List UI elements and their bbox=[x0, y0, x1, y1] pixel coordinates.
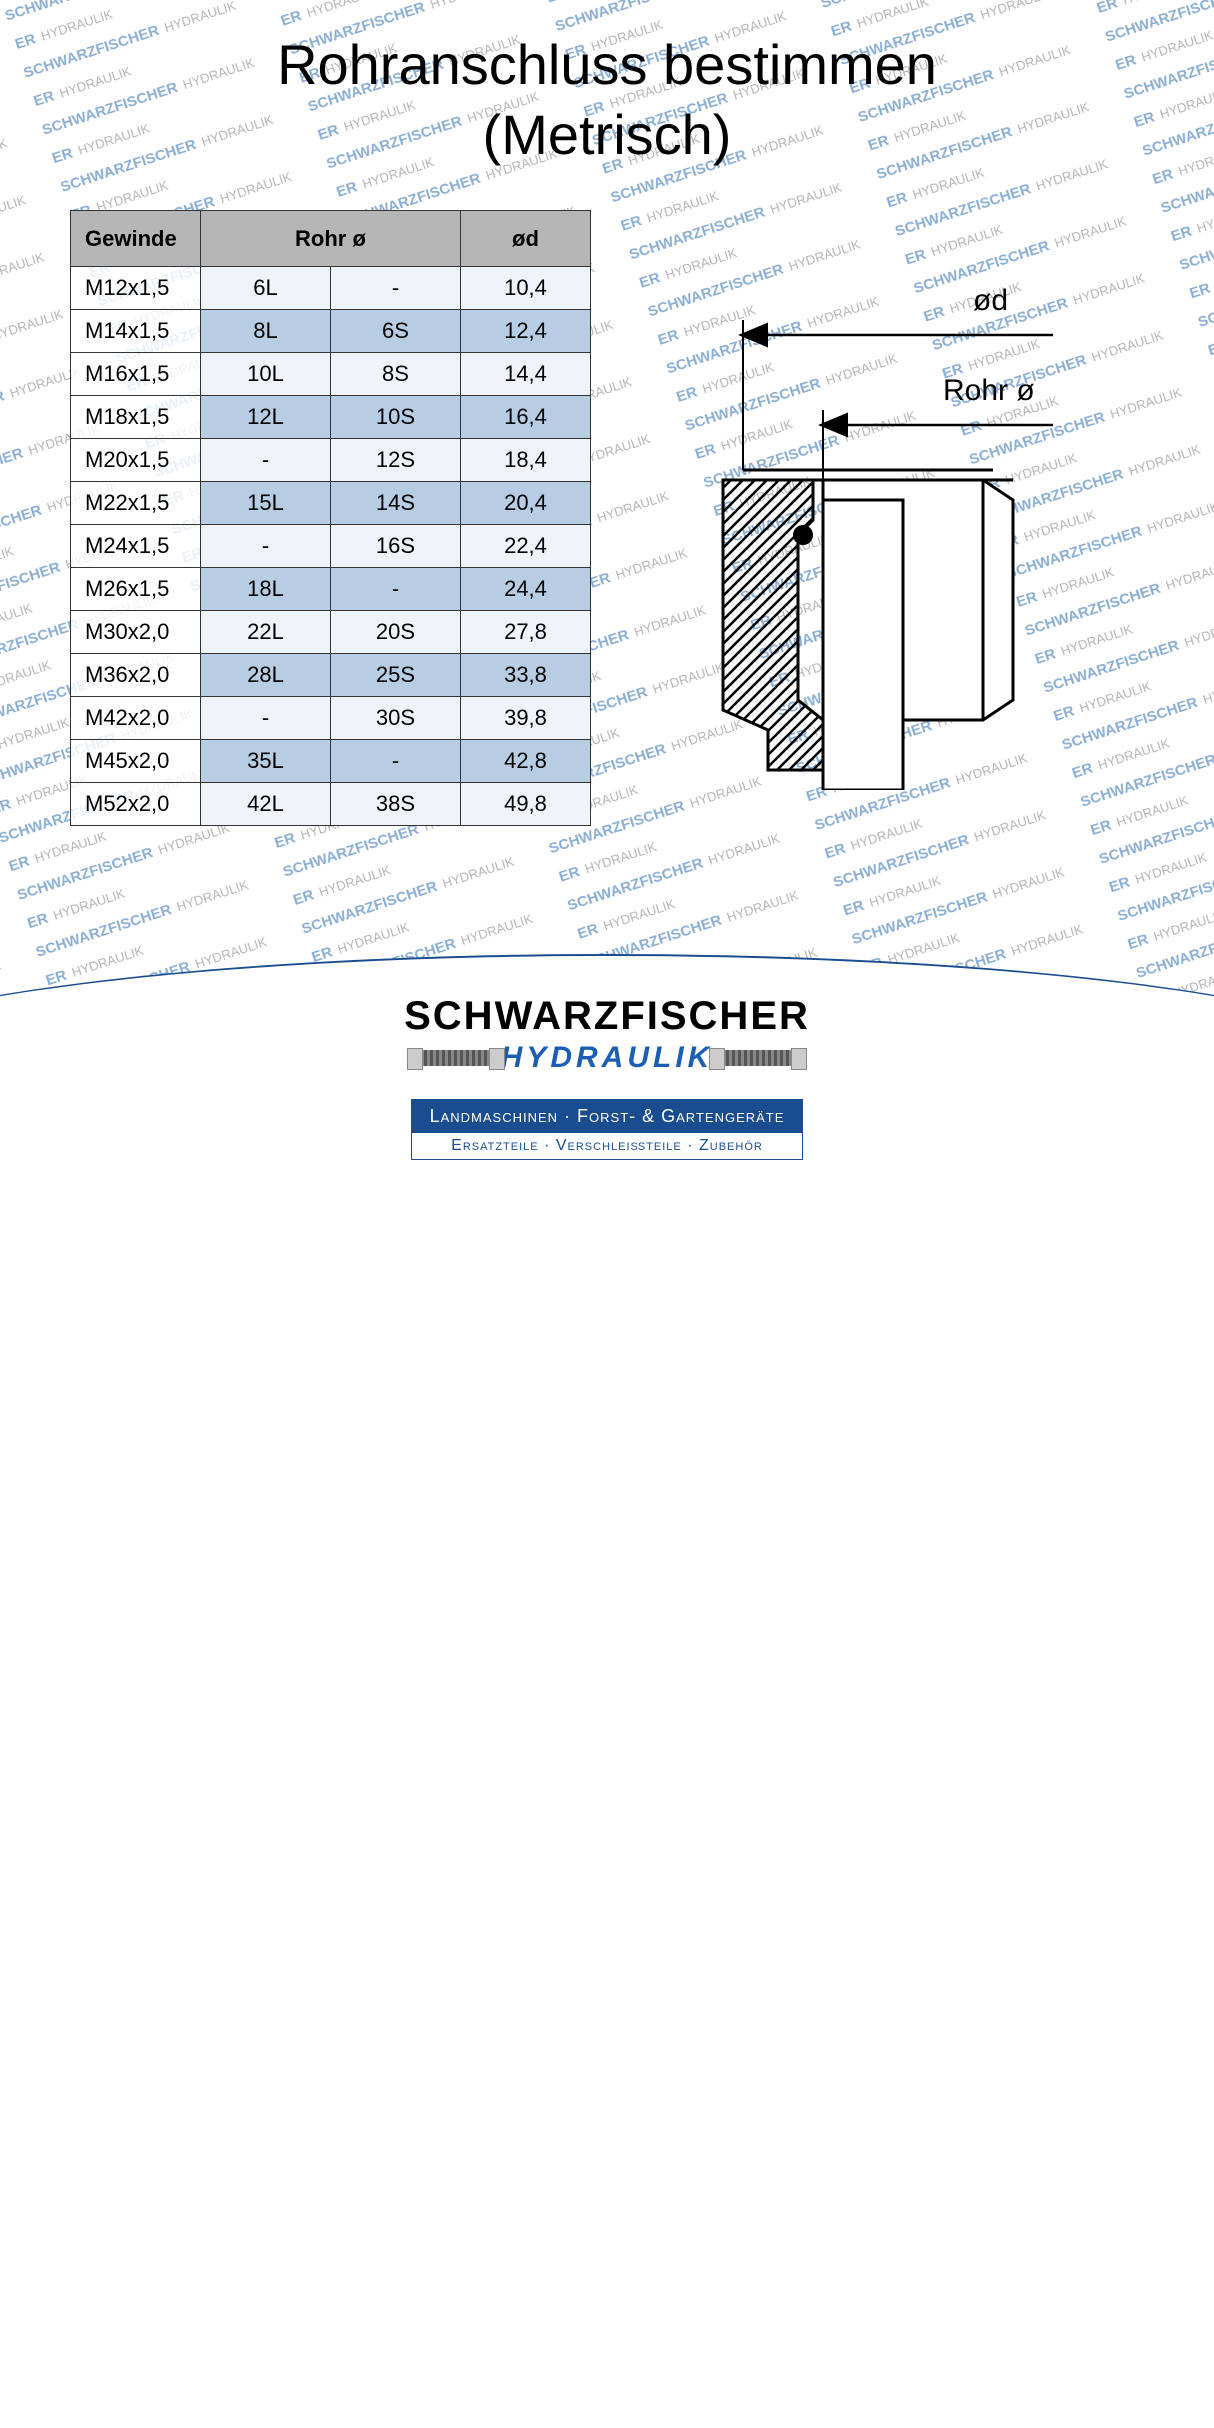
cell: 8L bbox=[201, 310, 331, 353]
hose-icon bbox=[723, 1050, 793, 1066]
cell: 20S bbox=[331, 611, 461, 654]
cell: - bbox=[201, 439, 331, 482]
cell: 6S bbox=[331, 310, 461, 353]
cell: 18L bbox=[201, 568, 331, 611]
cell: 22L bbox=[201, 611, 331, 654]
title-line2: (Metrisch) bbox=[483, 103, 732, 166]
table-row: M42x2,0-30S39,8 bbox=[71, 697, 591, 740]
cell: - bbox=[201, 697, 331, 740]
cell: M45x2,0 bbox=[71, 740, 201, 783]
cell: M18x1,5 bbox=[71, 396, 201, 439]
label-od: ød bbox=[973, 284, 1008, 317]
table-row: M30x2,022L20S27,8 bbox=[71, 611, 591, 654]
cell: 33,8 bbox=[461, 654, 591, 697]
cell: M12x1,5 bbox=[71, 267, 201, 310]
brand-main: SCHWARZFISCHER bbox=[0, 994, 1214, 1039]
cell: 8S bbox=[331, 353, 461, 396]
cell: 10L bbox=[201, 353, 331, 396]
tagbar: Landmaschinen · Forst- & Gartengeräte Er… bbox=[411, 1099, 804, 1160]
table-row: M36x2,028L25S33,8 bbox=[71, 654, 591, 697]
cell: M30x2,0 bbox=[71, 611, 201, 654]
cell: 28L bbox=[201, 654, 331, 697]
footer: SCHWARZFISCHER HYDRAULIK Landmaschinen ·… bbox=[0, 954, 1214, 1214]
cell: 12L bbox=[201, 396, 331, 439]
table-row: M12x1,56L-10,4 bbox=[71, 267, 591, 310]
cell: 14S bbox=[331, 482, 461, 525]
spec-table: Gewinde Rohr ø ød M12x1,56L-10,4M14x1,58… bbox=[70, 210, 591, 826]
th-od: ød bbox=[461, 211, 591, 267]
cell: 25S bbox=[331, 654, 461, 697]
table-row: M26x1,518L-24,4 bbox=[71, 568, 591, 611]
table-row: M18x1,512L10S16,4 bbox=[71, 396, 591, 439]
table-row: M20x1,5-12S18,4 bbox=[71, 439, 591, 482]
table-row: M14x1,58L6S12,4 bbox=[71, 310, 591, 353]
tagbar-bot: Ersatzteile · Verschleißteile · Zubehör bbox=[412, 1133, 803, 1159]
cell: - bbox=[331, 267, 461, 310]
cell: 6L bbox=[201, 267, 331, 310]
cell: M22x1,5 bbox=[71, 482, 201, 525]
cell: 20,4 bbox=[461, 482, 591, 525]
title-line1: Rohranschluss bestimmen bbox=[277, 33, 937, 96]
cell: 35L bbox=[201, 740, 331, 783]
th-gewinde: Gewinde bbox=[71, 211, 201, 267]
cell: - bbox=[331, 740, 461, 783]
cell: M16x1,5 bbox=[71, 353, 201, 396]
label-rohr: Rohr ø bbox=[943, 374, 1035, 407]
cell: 18,4 bbox=[461, 439, 591, 482]
cell: 27,8 bbox=[461, 611, 591, 654]
cell: 38S bbox=[331, 783, 461, 826]
cell: 16,4 bbox=[461, 396, 591, 439]
cell: 22,4 bbox=[461, 525, 591, 568]
cell: - bbox=[331, 568, 461, 611]
cell: 49,8 bbox=[461, 783, 591, 826]
table-row: M22x1,515L14S20,4 bbox=[71, 482, 591, 525]
table-row: M24x1,5-16S22,4 bbox=[71, 525, 591, 568]
fitting-diagram: ød Rohr ø bbox=[591, 210, 1154, 790]
cell: 30S bbox=[331, 697, 461, 740]
cell: 39,8 bbox=[461, 697, 591, 740]
cell: 10S bbox=[331, 396, 461, 439]
cell: 42L bbox=[201, 783, 331, 826]
cell: 16S bbox=[331, 525, 461, 568]
th-rohr: Rohr ø bbox=[201, 211, 461, 267]
cell: 42,8 bbox=[461, 740, 591, 783]
tagbar-top: Landmaschinen · Forst- & Gartengeräte bbox=[412, 1100, 803, 1133]
brand-sub: HYDRAULIK bbox=[501, 1041, 714, 1075]
hose-icon bbox=[421, 1050, 491, 1066]
table-row: M45x2,035L-42,8 bbox=[71, 740, 591, 783]
cell: M20x1,5 bbox=[71, 439, 201, 482]
cell: 15L bbox=[201, 482, 331, 525]
cell: 24,4 bbox=[461, 568, 591, 611]
table-row: M52x2,042L38S49,8 bbox=[71, 783, 591, 826]
cell: 12S bbox=[331, 439, 461, 482]
cell: 14,4 bbox=[461, 353, 591, 396]
cell: M36x2,0 bbox=[71, 654, 201, 697]
table-row: M16x1,510L8S14,4 bbox=[71, 353, 591, 396]
cell: M26x1,5 bbox=[71, 568, 201, 611]
cell: - bbox=[201, 525, 331, 568]
cell: 10,4 bbox=[461, 267, 591, 310]
cell: M24x1,5 bbox=[71, 525, 201, 568]
cell: M14x1,5 bbox=[71, 310, 201, 353]
cell: M52x2,0 bbox=[71, 783, 201, 826]
page-title: Rohranschluss bestimmen (Metrisch) bbox=[0, 0, 1214, 170]
cell: 12,4 bbox=[461, 310, 591, 353]
cell: M42x2,0 bbox=[71, 697, 201, 740]
